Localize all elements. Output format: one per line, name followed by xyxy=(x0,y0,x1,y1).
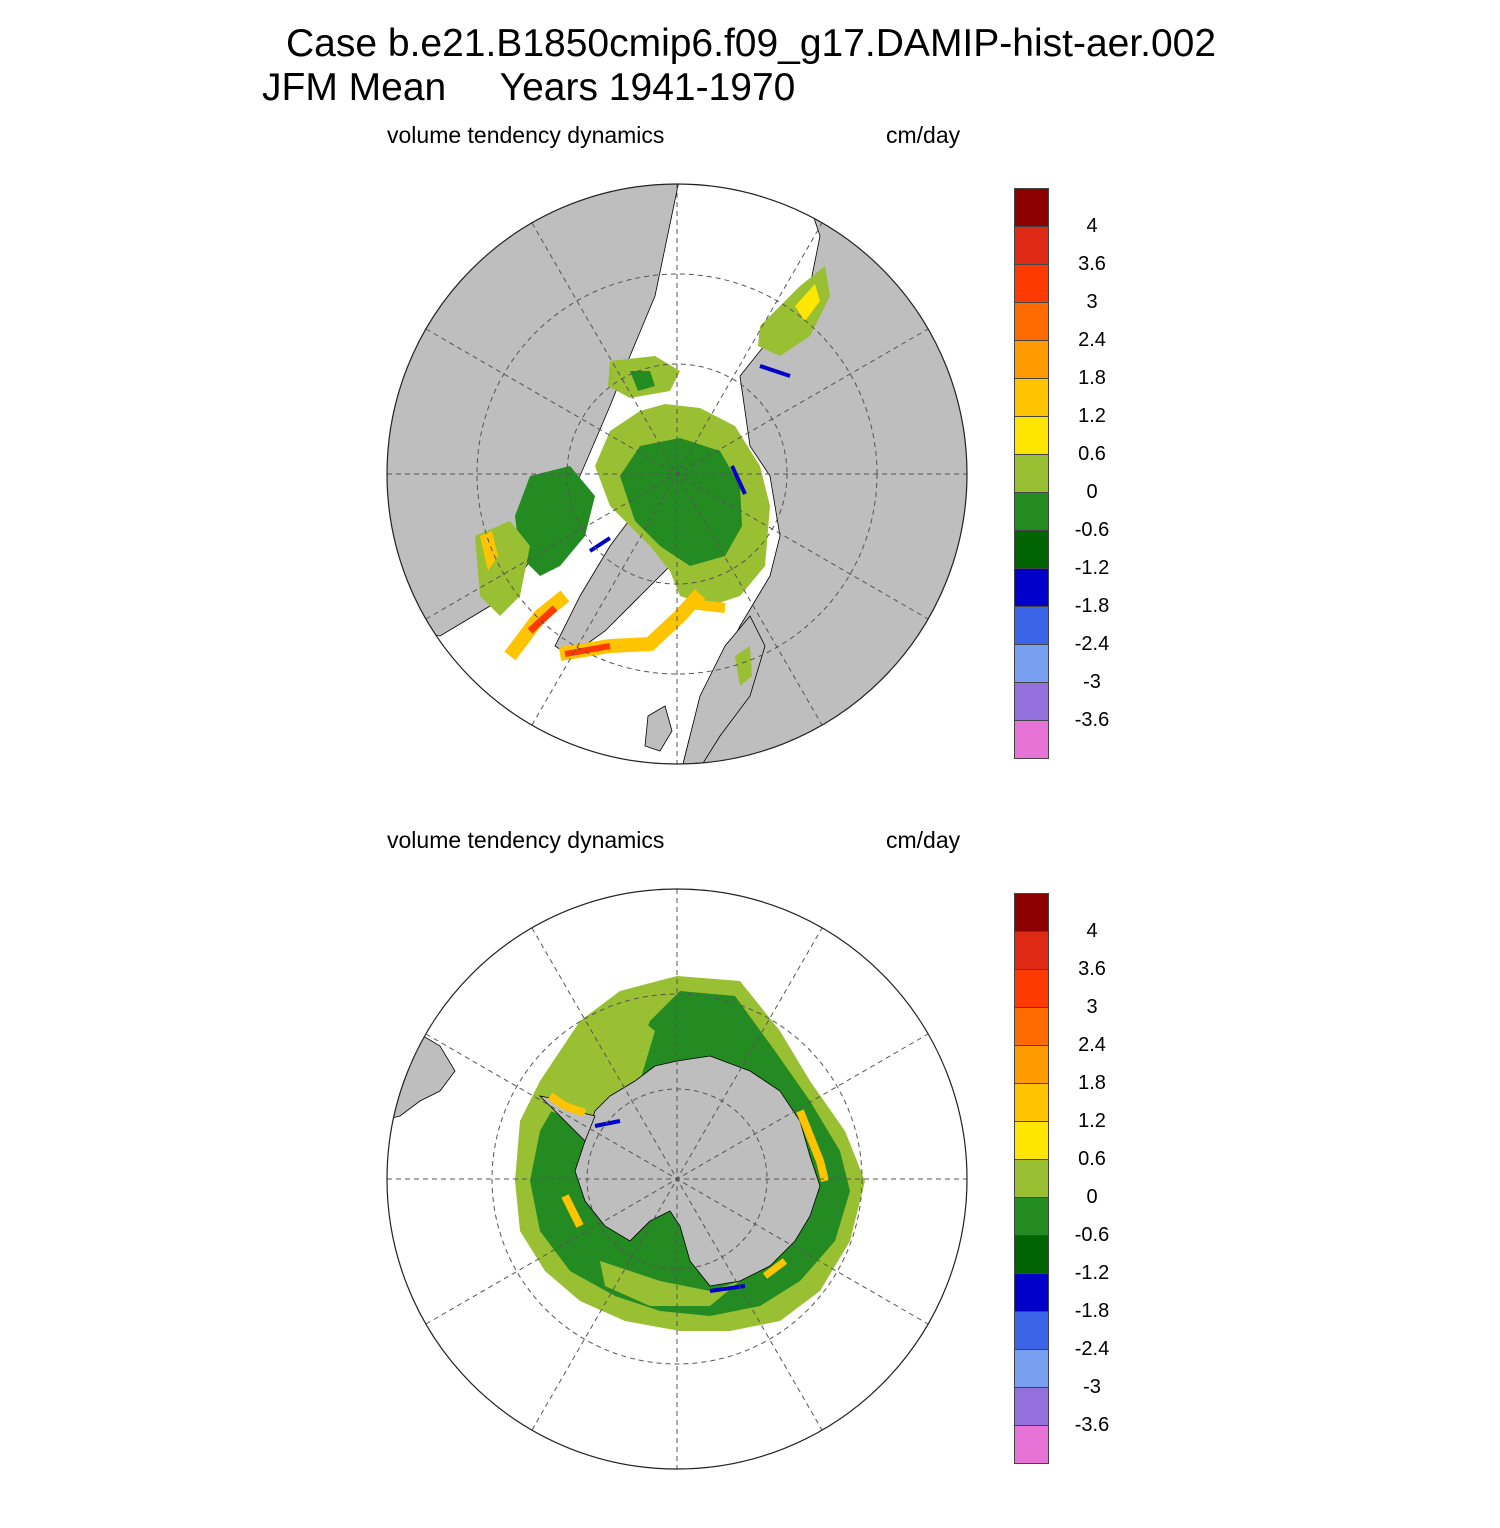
south-polar-map xyxy=(386,888,968,1470)
colorbar-label: -1.2 xyxy=(1074,557,1110,579)
units-label: cm/day xyxy=(886,827,961,853)
colorbar-label: 2.4 xyxy=(1078,1034,1106,1056)
colorbar-swatch xyxy=(1014,1121,1049,1160)
graticule xyxy=(387,889,967,1469)
colorbar-label: 0.6 xyxy=(1078,443,1106,465)
colorbar-label: 3 xyxy=(1086,291,1098,313)
colorbar-swatch xyxy=(1014,1273,1049,1312)
colorbar-swatch xyxy=(1014,340,1049,379)
colorbar-swatch xyxy=(1014,492,1049,531)
colorbar-label: 1.8 xyxy=(1078,367,1106,389)
colorbar-swatch xyxy=(1014,969,1049,1008)
variable-label: volume tendency dynamics xyxy=(387,122,665,148)
colorbar-label: -2.4 xyxy=(1074,1338,1110,1360)
central-arctic-negative xyxy=(620,438,742,566)
okhotsk-positive xyxy=(795,284,820,321)
colorbar-swatch xyxy=(1014,1197,1049,1236)
colorbar-swatch xyxy=(1014,893,1049,932)
colorbar-swatch xyxy=(1014,530,1049,569)
colorbar-swatch xyxy=(1014,1083,1049,1122)
colorbar-swatch xyxy=(1014,1007,1049,1046)
colorbar-label: -0.6 xyxy=(1074,519,1110,541)
colorbar-label: 0 xyxy=(1086,1186,1098,1208)
colorbar-swatch xyxy=(1014,454,1049,493)
barents-ice-edge xyxy=(689,599,726,613)
colorbar-label: 3.6 xyxy=(1078,958,1106,980)
colorbar-swatch xyxy=(1014,568,1049,607)
colorbar-label: 0 xyxy=(1086,481,1098,503)
colorbar-swatch xyxy=(1014,1045,1049,1084)
baltic-ice xyxy=(735,646,752,686)
colorbar-label: -3.6 xyxy=(1074,1414,1110,1436)
units-label: cm/day xyxy=(886,122,961,148)
hudson-bay-edge xyxy=(480,531,498,571)
colorbar-swatch xyxy=(1014,302,1049,341)
colorbar-swatch xyxy=(1014,378,1049,417)
colorbar-label: 1.8 xyxy=(1078,1072,1106,1094)
colorbar-swatch xyxy=(1014,644,1049,683)
colorbar-swatch xyxy=(1014,1425,1049,1464)
colorbar-swatch xyxy=(1014,682,1049,721)
colorbar-swatch xyxy=(1014,264,1049,303)
weddell-negative-edge xyxy=(594,1119,621,1128)
colorbar-label: 1.2 xyxy=(1078,1110,1106,1132)
colorbar-label: -3 xyxy=(1083,671,1101,693)
map-boundary xyxy=(386,888,968,1470)
colorbar-label: -3.6 xyxy=(1074,709,1110,731)
colorbar-label: 3 xyxy=(1086,996,1098,1018)
ross-sea-ice xyxy=(600,1261,740,1306)
colorbar-label: -3 xyxy=(1083,1376,1101,1398)
colorbar-label: 2.4 xyxy=(1078,329,1106,351)
colorbar-swatch xyxy=(1014,416,1049,455)
colorbar-label: -2.4 xyxy=(1074,633,1110,655)
colorbar-label: 0.6 xyxy=(1078,1148,1106,1170)
canadian-archipelago-ice xyxy=(515,466,595,576)
greenland-edge-max xyxy=(564,643,611,657)
okhotsk-negative-edge xyxy=(759,364,791,378)
ross-coast-positive xyxy=(762,1258,788,1279)
colorbar-swatch xyxy=(1014,1159,1049,1198)
map-boundary xyxy=(386,183,968,765)
north-panel: volume tendency dynamics cm/day xyxy=(0,118,1500,823)
colorbar-label: 1.2 xyxy=(1078,405,1106,427)
colorbar-label: -1.8 xyxy=(1074,1300,1110,1322)
baffin-negative-edge xyxy=(588,536,612,553)
colorbar-swatch xyxy=(1014,606,1049,645)
colorbar-swatch xyxy=(1014,1311,1049,1350)
figure-title-case: Case b.e21.B1850cmip6.f09_g17.DAMIP-hist… xyxy=(286,22,1217,65)
labrador-ice-edge xyxy=(504,590,570,661)
colorbar-swatch xyxy=(1014,226,1049,265)
labrador-edge-max xyxy=(527,605,558,634)
weddell-coast-positive xyxy=(547,1092,587,1117)
colorbar-swatch xyxy=(1014,1235,1049,1274)
colorbar-label: -0.6 xyxy=(1074,1224,1110,1246)
colorbar-swatch xyxy=(1014,188,1049,227)
colorbar-swatch xyxy=(1014,931,1049,970)
colorbar-swatch xyxy=(1014,720,1049,759)
figure-title-period: JFM Mean Years 1941-1970 xyxy=(262,66,796,109)
east-coast-positive xyxy=(561,1194,584,1228)
colorbar-label: 4 xyxy=(1086,215,1098,237)
colorbar-swatch xyxy=(1014,1349,1049,1388)
bering-sea-core xyxy=(630,371,655,391)
uk-land xyxy=(644,705,673,752)
variable-label: volume tendency dynamics xyxy=(387,827,665,853)
colorbar-label: 3.6 xyxy=(1078,253,1106,275)
siberian-negative-edge xyxy=(730,465,747,495)
colorbar-label: 4 xyxy=(1086,920,1098,942)
graticule xyxy=(387,184,967,764)
colorbar-swatch xyxy=(1014,1387,1049,1426)
indian-sector-positive xyxy=(796,1109,829,1182)
north-polar-map xyxy=(386,183,968,765)
south-panel: volume tendency dynamics cm/day xyxy=(0,823,1500,1528)
colorbar-label: -1.8 xyxy=(1074,595,1110,617)
colorbar-label: -1.2 xyxy=(1074,1262,1110,1284)
